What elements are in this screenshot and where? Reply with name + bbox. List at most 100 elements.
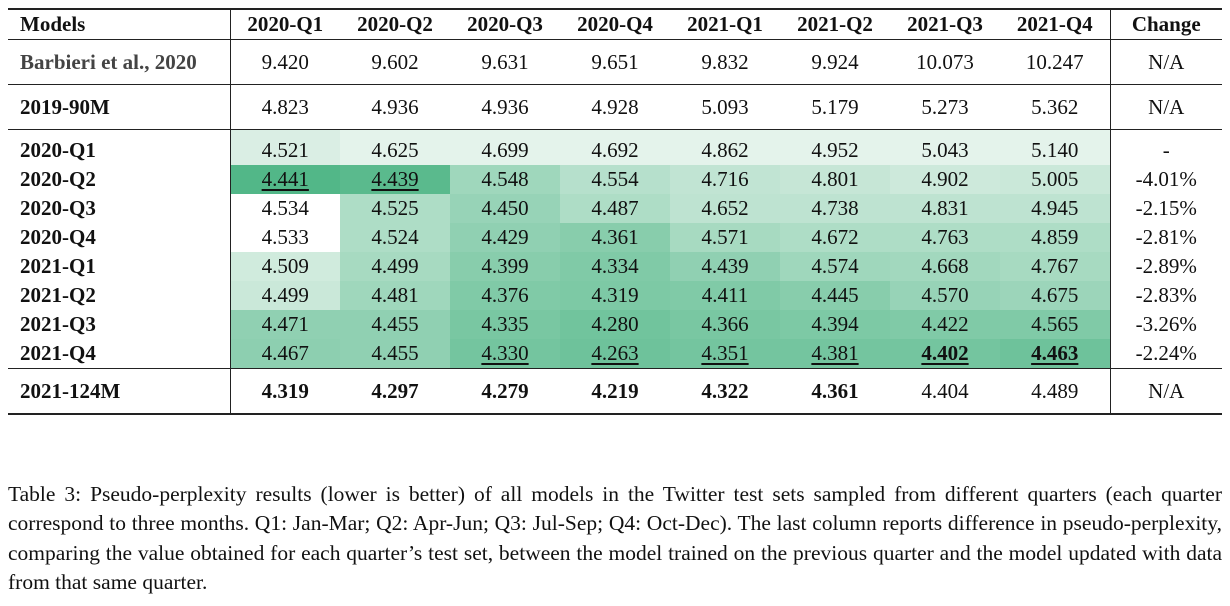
- perplexity-cell: 4.902: [890, 165, 1000, 194]
- perplexity-value: 9.631: [481, 49, 529, 74]
- perplexity-cell: 4.455: [340, 310, 450, 339]
- perplexity-cell: 4.767: [1000, 252, 1110, 281]
- perplexity-cell: 4.399: [450, 252, 560, 281]
- perplexity-value: 4.533: [261, 225, 309, 249]
- perplexity-cell: 4.330: [450, 339, 560, 369]
- perplexity-value: 4.928: [591, 94, 639, 119]
- perplexity-value: 4.455: [371, 312, 419, 336]
- perplexity-cell: 9.832: [670, 40, 780, 85]
- perplexity-cell: 4.672: [780, 223, 890, 252]
- perplexity-value: 4.297: [371, 378, 419, 403]
- change-cell: -2.89%: [1109, 252, 1222, 281]
- perplexity-cell: 9.602: [340, 40, 450, 85]
- perplexity-cell: 4.411: [670, 281, 780, 310]
- perplexity-cell: 4.450: [450, 194, 560, 223]
- perplexity-cell: 4.554: [560, 165, 670, 194]
- perplexity-cell: 9.651: [560, 40, 670, 85]
- perplexity-cell: 4.936: [450, 84, 560, 130]
- perplexity-cell: 4.574: [780, 252, 890, 281]
- perplexity-value: 4.376: [481, 283, 529, 307]
- results-table: Models 2020-Q1 2020-Q2 2020-Q3 2020-Q4 2…: [8, 8, 1222, 415]
- model-name: 2020-Q1: [8, 129, 231, 165]
- perplexity-value: 4.859: [1031, 225, 1079, 249]
- perplexity-cell: 4.499: [340, 252, 450, 281]
- model-name: 2021-Q3: [8, 310, 231, 339]
- perplexity-cell: 4.533: [230, 223, 340, 252]
- perplexity-value: 4.801: [811, 167, 859, 191]
- header-2020-q1: 2020-Q1: [247, 12, 324, 36]
- perplexity-cell: 5.273: [890, 84, 1000, 130]
- perplexity-cell: 4.716: [670, 165, 780, 194]
- perplexity-cell: 9.420: [230, 40, 340, 85]
- perplexity-cell: 4.219: [560, 368, 670, 415]
- perplexity-cell: 5.005: [1000, 165, 1110, 194]
- perplexity-cell: 4.487: [560, 194, 670, 223]
- table-wrapper: Models 2020-Q1 2020-Q2 2020-Q3 2020-Q4 2…: [8, 8, 1222, 415]
- perplexity-value: 4.548: [481, 167, 529, 191]
- header-2021-q4: 2021-Q4: [1016, 12, 1093, 36]
- perplexity-cell: 4.668: [890, 252, 1000, 281]
- perplexity-cell: 4.823: [230, 84, 340, 130]
- perplexity-cell: 4.763: [890, 223, 1000, 252]
- perplexity-value: 4.509: [261, 254, 309, 278]
- perplexity-cell: 4.297: [340, 368, 450, 415]
- perplexity-value: 9.420: [261, 49, 309, 74]
- perplexity-cell: 4.361: [560, 223, 670, 252]
- header-2021-q3: 2021-Q3: [907, 12, 983, 36]
- perplexity-cell: 4.699: [450, 129, 560, 165]
- perplexity-value: 4.450: [481, 196, 529, 220]
- table-row: 2020-Q4 4.533 4.524 4.429 4.361 4.571 4.672 4.7…: [8, 223, 1222, 252]
- table-row: 2020-Q3 4.534 4.525 4.450 4.487 4.652 4.738 4.8…: [8, 194, 1222, 223]
- perplexity-cell: 4.525: [340, 194, 450, 223]
- perplexity-cell: 5.179: [780, 84, 890, 130]
- perplexity-value: 4.263: [591, 341, 639, 365]
- perplexity-value: 4.499: [261, 283, 309, 307]
- perplexity-value: 4.570: [921, 283, 969, 307]
- perplexity-cell: 4.625: [340, 129, 450, 165]
- perplexity-value: 4.481: [371, 283, 419, 307]
- perplexity-cell: 4.489: [1000, 368, 1110, 415]
- perplexity-value: 4.361: [591, 225, 639, 249]
- model-name: 2021-124M: [8, 368, 231, 415]
- perplexity-cell: 4.831: [890, 194, 1000, 223]
- perplexity-value: 4.399: [481, 254, 529, 278]
- perplexity-value: 4.439: [371, 167, 419, 191]
- perplexity-value: 4.361: [811, 378, 859, 403]
- perplexity-cell: 4.279: [450, 368, 560, 415]
- table-row: 2021-Q2 4.499 4.481 4.376 4.319 4.411 4.445 4.5…: [8, 281, 1222, 310]
- header-row: Models 2020-Q1 2020-Q2 2020-Q3 2020-Q4 2…: [8, 9, 1222, 40]
- table-row: Barbieri et al., 2020 9.420 9.602 9.631 9.65…: [8, 39, 1222, 85]
- perplexity-cell: 4.571: [670, 223, 780, 252]
- perplexity-value: 4.335: [481, 312, 529, 336]
- perplexity-value: 4.902: [921, 167, 969, 191]
- perplexity-cell: 4.570: [890, 281, 1000, 310]
- header-2021-q1: 2021-Q1: [687, 12, 763, 36]
- perplexity-value: 4.763: [921, 225, 969, 249]
- perplexity-value: 4.699: [481, 138, 529, 162]
- perplexity-value: 4.334: [591, 254, 639, 278]
- perplexity-cell: 4.441: [230, 165, 340, 194]
- perplexity-cell: 4.481: [340, 281, 450, 310]
- header-2020-q2: 2020-Q2: [357, 12, 433, 36]
- table-caption: Table 3: Pseudo-perplexity results (lowe…: [8, 481, 1222, 595]
- perplexity-value: 4.767: [1031, 254, 1079, 278]
- perplexity-value: 5.362: [1031, 94, 1079, 119]
- perplexity-value: 4.738: [811, 196, 859, 220]
- perplexity-value: 9.651: [591, 49, 639, 74]
- table-row: 2021-Q4 4.467 4.455 4.330 4.263 4.351 4.381 4.4…: [8, 339, 1222, 369]
- perplexity-cell: 4.521: [230, 129, 340, 165]
- perplexity-cell: 9.924: [780, 40, 890, 85]
- perplexity-value: 4.862: [701, 138, 749, 162]
- perplexity-value: 4.652: [701, 196, 749, 220]
- perplexity-cell: 4.439: [340, 165, 450, 194]
- perplexity-cell: 4.376: [450, 281, 560, 310]
- perplexity-cell: 4.334: [560, 252, 670, 281]
- perplexity-cell: 4.429: [450, 223, 560, 252]
- model-name: 2020-Q2: [8, 165, 231, 194]
- perplexity-cell: 4.936: [340, 84, 450, 130]
- table-row: 2021-Q1 4.509 4.499 4.399 4.334 4.439 4.574 4.6…: [8, 252, 1222, 281]
- perplexity-value: 9.832: [701, 49, 749, 74]
- table-body: Barbieri et al., 2020 9.420 9.602 9.631 9.65…: [8, 39, 1222, 415]
- perplexity-cell: 4.280: [560, 310, 670, 339]
- perplexity-value: 4.716: [701, 167, 749, 191]
